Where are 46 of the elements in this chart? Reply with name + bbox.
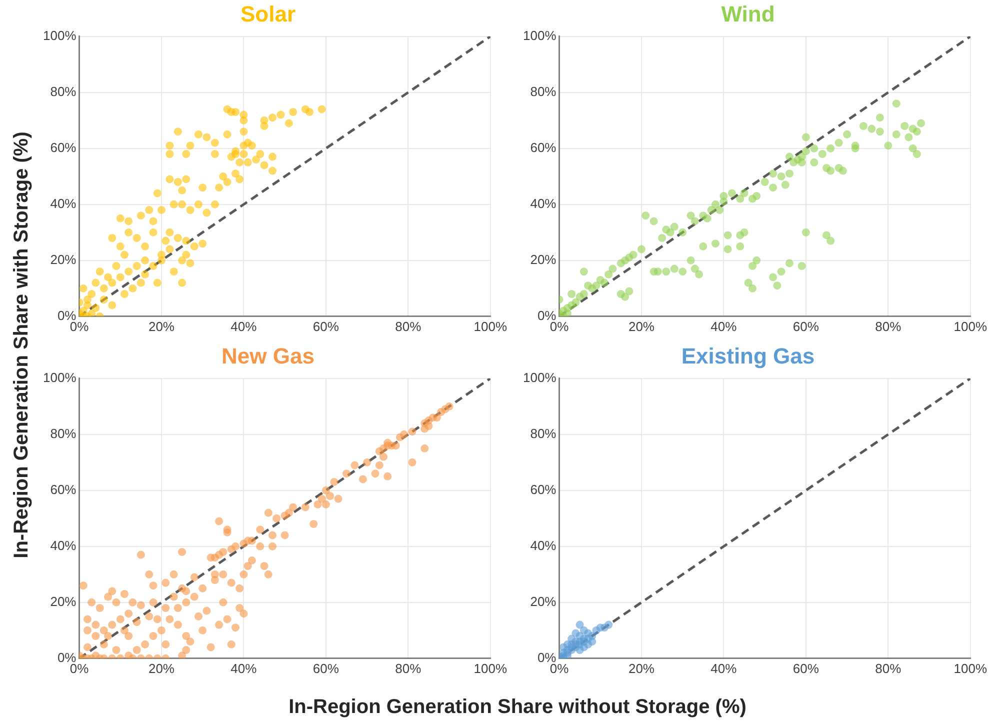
- y-tick-label: 80%: [50, 426, 77, 441]
- y-tick-label: 20%: [50, 594, 77, 609]
- y-tick-label: 60%: [530, 482, 557, 497]
- y-tick-label: 60%: [50, 482, 77, 497]
- x-tick-label: 80%: [875, 318, 902, 334]
- y-tick-label: 40%: [530, 538, 557, 553]
- y-axis-title: In-Region Generation Share with Storage (%): [10, 132, 34, 558]
- y-tick-label: 80%: [50, 84, 77, 99]
- chart-title: Wind: [721, 1, 775, 26]
- x-tick-label: 80%: [875, 660, 902, 676]
- y-tick-label: 60%: [530, 140, 557, 155]
- y-tick-label: 80%: [530, 84, 557, 99]
- y-tick-label: 100%: [43, 28, 77, 43]
- y-tick-label: 40%: [50, 538, 77, 553]
- y-tick-label: 20%: [50, 252, 77, 267]
- y-tick-label: 60%: [50, 140, 77, 155]
- x-axis-title: In-Region Generation Share without Storage (%): [288, 696, 748, 719]
- x-tick-label: 80%: [395, 318, 422, 334]
- chart-title: New Gas: [222, 343, 314, 368]
- x-tick-label: 100%: [954, 318, 988, 334]
- x-tick-label: 40%: [230, 318, 258, 334]
- y-tick-label: 100%: [523, 28, 557, 43]
- x-tick-label: 100%: [474, 660, 508, 676]
- y-tick-label: 80%: [530, 426, 557, 441]
- y-tick-label: 20%: [530, 594, 557, 609]
- y-tick-label: 100%: [43, 370, 77, 385]
- y-tick-label: 100%: [523, 370, 557, 385]
- y-tick-label: 20%: [530, 252, 557, 267]
- x-tick-label: 60%: [312, 660, 340, 676]
- x-tick-label: 40%: [710, 318, 738, 334]
- x-tick-label: 80%: [395, 660, 422, 676]
- x-tick-label: 40%: [230, 660, 258, 676]
- chart-title: Existing Gas: [681, 343, 815, 368]
- x-tick-label: 40%: [710, 660, 738, 676]
- x-tick-label: 60%: [792, 660, 820, 676]
- x-tick-label: 20%: [628, 660, 655, 676]
- x-tick-label: 20%: [628, 318, 655, 334]
- x-tick-label: 100%: [474, 318, 508, 334]
- y-tick-label: 40%: [530, 196, 557, 211]
- x-tick-label: 60%: [792, 318, 820, 334]
- x-tick-label: 20%: [148, 660, 175, 676]
- y-tick-label: 40%: [50, 196, 77, 211]
- chart-title: Solar: [240, 1, 296, 26]
- x-tick-label: 100%: [954, 660, 988, 676]
- x-tick-label: 60%: [312, 318, 340, 334]
- x-tick-label: 20%: [148, 318, 175, 334]
